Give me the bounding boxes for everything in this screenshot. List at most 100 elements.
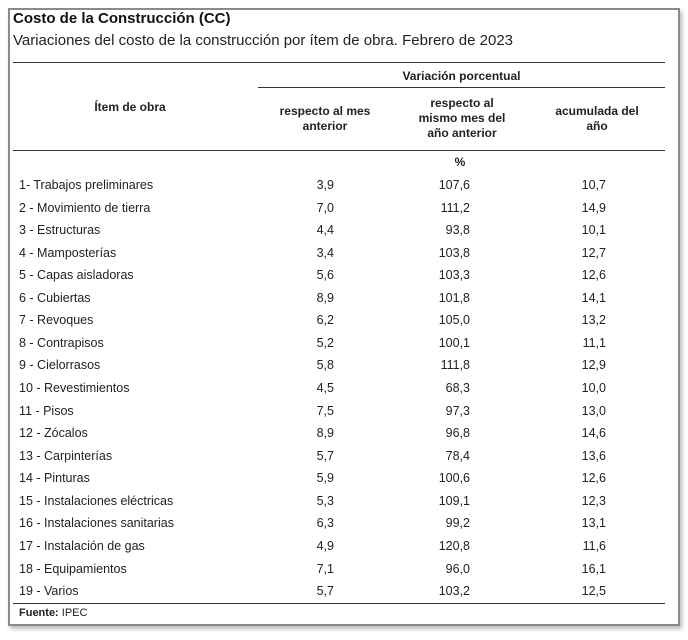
table-row: 6 - Cubiertas 8,9 101,8 14,1 (0, 287, 688, 309)
value-cell: 8,9 (316, 426, 334, 441)
value-cell: 13,0 (581, 403, 606, 418)
column-header: acumulada del año (555, 104, 639, 133)
table-row: 4 - Mamposterías 3,4 103,8 12,7 (0, 242, 688, 264)
value-cell: 107,6 (438, 178, 470, 192)
value-cell: 10,0 (581, 381, 606, 396)
table-row: 7 - Revoques 6,2 105,0 13,2 (0, 309, 688, 331)
item-name-cell: 17 - Instalación de gas (19, 538, 145, 553)
value-cell: 12,5 (581, 584, 606, 599)
column-header: respecto al mes anterior (279, 104, 371, 133)
item-name-cell: 3 - Estructuras (19, 223, 101, 238)
value-cell: 99,2 (445, 516, 470, 531)
item-name-cell: 10 - Revestimientos (19, 381, 130, 396)
value-cell: 120,8 (438, 538, 470, 553)
value-cell: 3,4 (316, 245, 334, 260)
item-name-cell: 2 - Movimiento de tierra (19, 200, 151, 215)
value-cell: 78,4 (445, 448, 470, 463)
value-cell: 109,1 (438, 493, 470, 508)
value-cell: 6,2 (316, 313, 334, 328)
value-cell: 103,2 (438, 584, 470, 599)
value-cell: 111,8 (440, 358, 470, 373)
value-cell: 105,0 (438, 313, 470, 328)
value-cell: 11,6 (582, 538, 606, 553)
group-header: Variación porcentual (402, 69, 521, 83)
value-cell: 12,6 (581, 471, 606, 486)
value-cell: 68,3 (445, 381, 470, 396)
item-name-cell: 8 - Contrapisos (19, 335, 104, 350)
value-cell: 12,9 (581, 358, 606, 373)
value-cell: 14,1 (581, 290, 606, 305)
value-cell: 14,9 (581, 200, 606, 215)
value-cell: 7,1 (316, 561, 334, 576)
value-cell: 7,0 (316, 200, 334, 215)
value-cell: 4,4 (316, 223, 334, 238)
item-name-cell: 11 - Pisos (19, 403, 74, 418)
page-subtitle: Variaciones del costo de la construcción… (13, 32, 514, 49)
value-cell: 5,7 (316, 584, 334, 599)
value-cell: 103,3 (438, 268, 470, 283)
value-cell: 4,5 (316, 381, 334, 396)
table-row: 8 - Contrapisos 5,2 100,1 11,1 (0, 332, 688, 354)
value-cell: 100,1 (438, 335, 470, 350)
value-cell: 101,8 (438, 290, 470, 305)
item-name-cell: 15 - Instalaciones eléctricas (19, 493, 174, 508)
table-row: 17 - Instalación de gas 4,9 120,8 11,6 (0, 535, 688, 557)
source-label: Fuente: (19, 607, 59, 619)
value-cell: 14,6 (581, 426, 606, 441)
table-row: 11 - Pisos 7,5 97,3 13,0 (0, 400, 688, 422)
value-cell: 6,3 (316, 516, 334, 531)
source-value: IPEC (58, 607, 88, 619)
value-cell: 5,2 (316, 335, 334, 350)
value-cell: 96,0 (445, 561, 470, 576)
value-cell: 12,7 (581, 245, 606, 260)
table-row: 5 - Capas aisladoras 5,6 103,3 12,6 (0, 264, 688, 286)
item-name-cell: 1- Trabajos preliminares (19, 178, 154, 192)
column-header: respecto al mismo mes del año anterior (418, 96, 506, 140)
value-cell: 5,3 (316, 493, 334, 508)
divider (13, 62, 665, 63)
item-name-cell: 7 - Revoques (19, 313, 94, 328)
divider (13, 603, 665, 604)
table-row: 9 - Cielorrasos 5,8 111,8 12,9 (0, 354, 688, 376)
table-row: 10 - Revestimientos 4,5 68,3 10,0 (0, 377, 688, 399)
table-row: 12 - Zócalos 8,9 96,8 14,6 (0, 422, 688, 444)
value-cell: 10,7 (581, 178, 606, 192)
value-cell: 11,1 (582, 335, 606, 350)
item-name-cell: 5 - Capas aisladoras (19, 268, 134, 283)
item-name-cell: 19 - Varios (19, 584, 79, 599)
table-row: 14 - Pinturas 5,9 100,6 12,6 (0, 467, 688, 489)
source-note: Fuente: IPEC (19, 607, 87, 619)
value-cell: 5,6 (316, 268, 334, 283)
table-row: 15 - Instalaciones eléctricas 5,3 109,1 12,… (0, 490, 688, 512)
value-cell: 5,9 (316, 471, 334, 486)
table-row: 3 - Estructuras 4,4 93,8 10,1 (0, 219, 688, 241)
item-name-cell: 13 - Carpinterías (19, 448, 113, 463)
value-cell: 97,3 (445, 403, 470, 418)
table-row: 2 - Movimiento de tierra 7,0 111,2 14,9 (0, 197, 688, 219)
table-row: 19 - Varios 5,7 103,2 12,5 (0, 580, 688, 602)
value-cell: 111,2 (440, 200, 470, 215)
value-cell: 13,2 (581, 313, 606, 328)
item-name-cell: 16 - Instalaciones sanitarias (19, 516, 174, 531)
item-name-cell: 12 - Zócalos (19, 426, 88, 441)
value-cell: 4,9 (316, 538, 334, 553)
value-cell: 5,7 (316, 448, 334, 463)
divider (13, 150, 665, 151)
item-header: Ítem de obra (94, 100, 166, 114)
value-cell: 96,8 (445, 426, 470, 441)
item-name-cell: 14 - Pinturas (19, 471, 90, 486)
value-cell: 13,1 (581, 516, 606, 531)
value-cell: 16,1 (581, 561, 606, 576)
unit-label: % (454, 155, 466, 169)
table-row: 1- Trabajos preliminares 3,9 107,6 10,7 (0, 174, 688, 196)
value-cell: 93,8 (445, 223, 470, 238)
value-cell: 100,6 (438, 471, 470, 486)
value-cell: 12,3 (581, 493, 606, 508)
value-cell: 12,6 (581, 268, 606, 283)
page-title: Costo de la Construcción (CC) (13, 10, 231, 27)
value-cell: 7,5 (316, 403, 334, 418)
table-row: 18 - Equipamientos 7,1 96,0 16,1 (0, 558, 688, 580)
table-frame (8, 8, 680, 626)
value-cell: 10,1 (581, 223, 606, 238)
value-cell: 13,6 (581, 448, 606, 463)
